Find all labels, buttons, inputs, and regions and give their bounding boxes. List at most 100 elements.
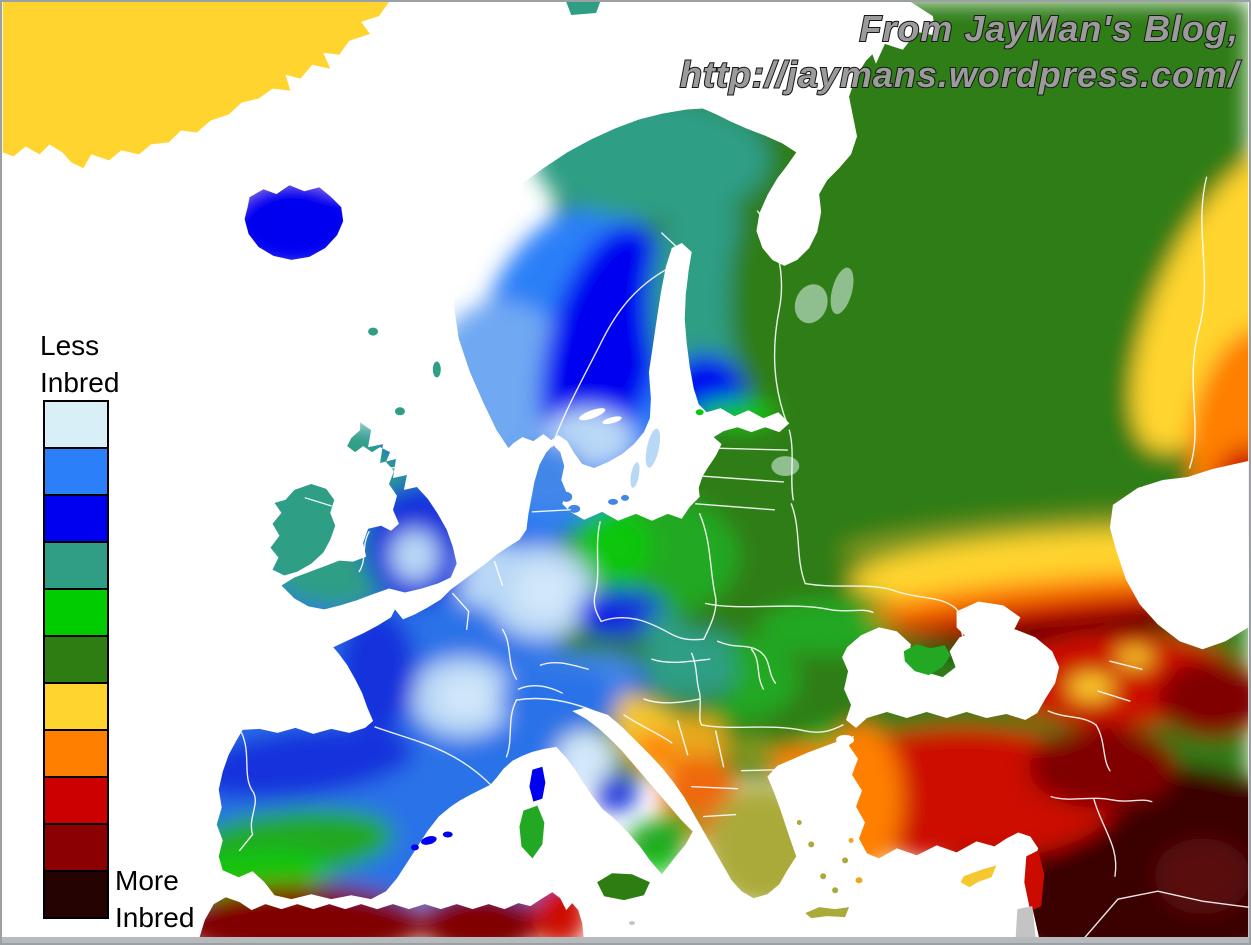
island-funen: [568, 504, 581, 513]
island-aegean: [796, 820, 802, 826]
legend-swatch-8: [43, 729, 109, 778]
island-cyprus: [960, 865, 997, 888]
sea-marmara: [836, 734, 855, 745]
legend-swatch-6: [43, 635, 109, 684]
border-russia-belarus: [790, 503, 806, 585]
watermark: From JayMan's Blog, http://jaymans.wordp…: [679, 6, 1239, 98]
region-blob: [671, 714, 728, 771]
border-croatia-bosnia: [623, 714, 673, 744]
island-sicily: [597, 873, 650, 901]
border-syria-iraq: [1093, 798, 1117, 877]
border-germany-poland: [593, 521, 602, 623]
border-estonia-latvia: [710, 447, 789, 451]
legend-swatch-5: [43, 588, 109, 637]
region-blob: [594, 775, 638, 812]
legend-swatch-2: [43, 447, 109, 496]
border-norway-sweden: [551, 258, 689, 447]
border-georgia-azerbaijan: [1109, 660, 1143, 670]
border-italy-austria-slovenia: [515, 697, 595, 712]
border-russia-ukraine: [804, 582, 966, 642]
legend-label-more-inbred: More Inbred: [115, 863, 194, 937]
border-serbia-bulgaria: [714, 730, 725, 768]
region-blob: [1116, 647, 1153, 668]
border-moldova: [750, 648, 765, 690]
region-blob: [390, 529, 439, 582]
region-blob: [1189, 328, 1249, 513]
border-albania-greece: [702, 813, 737, 818]
border-romania-bulgaria: [700, 724, 844, 733]
border-spain-france: [374, 726, 492, 786]
border-england-wales: [358, 531, 370, 573]
island-mallorca: [421, 836, 437, 845]
region-blob: [641, 646, 738, 699]
country-borders: [238, 176, 1249, 943]
region-blob: [727, 737, 780, 766]
island-faroe: [368, 327, 379, 336]
legend-label-more: More: [115, 865, 179, 896]
border-slovakia-hungary: [651, 658, 711, 664]
sea-black-sea: [842, 627, 1060, 728]
border-poland-east: [698, 513, 717, 640]
island-aegean: [842, 857, 849, 864]
border-germany-austria: [539, 662, 589, 670]
region-blob: [1131, 149, 1249, 453]
lake-ladoga: [794, 284, 828, 324]
island-menorca: [442, 831, 453, 838]
border-hungary-croatia: [643, 698, 701, 704]
border-latvia-lithuania: [698, 475, 785, 483]
border-netherlands-germany: [493, 560, 504, 587]
border-switzerland: [517, 685, 563, 694]
border-france-belgium: [452, 592, 470, 631]
legend-swatch-7: [43, 682, 109, 731]
border-russia-kazakhstan: [1188, 176, 1208, 469]
region-blob: [187, 726, 416, 800]
lake-vanern: [578, 408, 606, 421]
border-romania-west: [691, 652, 703, 726]
legend-swatch-4: [43, 541, 109, 590]
border-greece-bulgaria-turkey: [740, 768, 820, 772]
island-aegean: [820, 873, 827, 880]
watermark-line-2: http://jaymans.wordpress.com/: [679, 53, 1239, 96]
legend-label-less: Less: [40, 330, 100, 361]
island-sardinia: [519, 805, 545, 859]
legend-swatch-10: [43, 823, 109, 872]
island-gotland: [645, 428, 661, 468]
island-oland: [630, 462, 640, 488]
interior-seas: [578, 2, 1249, 745]
island-crete: [805, 907, 850, 919]
legend-label-less-inbred: Less Inbred: [40, 328, 119, 402]
region-blob: [1028, 724, 1178, 809]
watermark-line-1: From JayMan's Blog,: [858, 7, 1239, 50]
legend-swatch-3: [43, 494, 109, 543]
region-blob: [580, 509, 652, 582]
island-corsica: [529, 766, 546, 802]
island-ibiza: [410, 844, 419, 851]
border-macedonia: [691, 785, 739, 790]
region-lebanon: [1024, 850, 1045, 912]
border-denmark-germany: [531, 509, 571, 513]
peninsula-crimea: [903, 644, 951, 676]
legend-swatch-9: [43, 776, 109, 825]
island-aegean: [808, 841, 815, 848]
island-malta: [628, 921, 635, 926]
island-novaya-zemlya: [566, 2, 601, 15]
lake-vattern: [602, 416, 622, 425]
island-shetland: [432, 361, 441, 378]
border-turkey-iran: [1095, 724, 1111, 772]
border-poland-south: [600, 617, 705, 641]
island-aegean: [832, 887, 839, 894]
region-blob: [439, 677, 492, 717]
border-iraq-saudi: [1079, 890, 1249, 943]
island-saaremaa: [695, 409, 704, 416]
border-france-italy: [505, 699, 518, 758]
border-bosnia-serbia: [677, 720, 689, 756]
region-blob: [1157, 659, 1249, 739]
legend-swatch-1: [43, 400, 109, 449]
lagoon-szczecin: [608, 498, 619, 505]
sea-dvina-bay: [859, 2, 937, 64]
border-ukraine-romania: [716, 640, 777, 684]
border-finland-russia: [756, 210, 789, 425]
legend-swatch-11: [43, 870, 109, 919]
